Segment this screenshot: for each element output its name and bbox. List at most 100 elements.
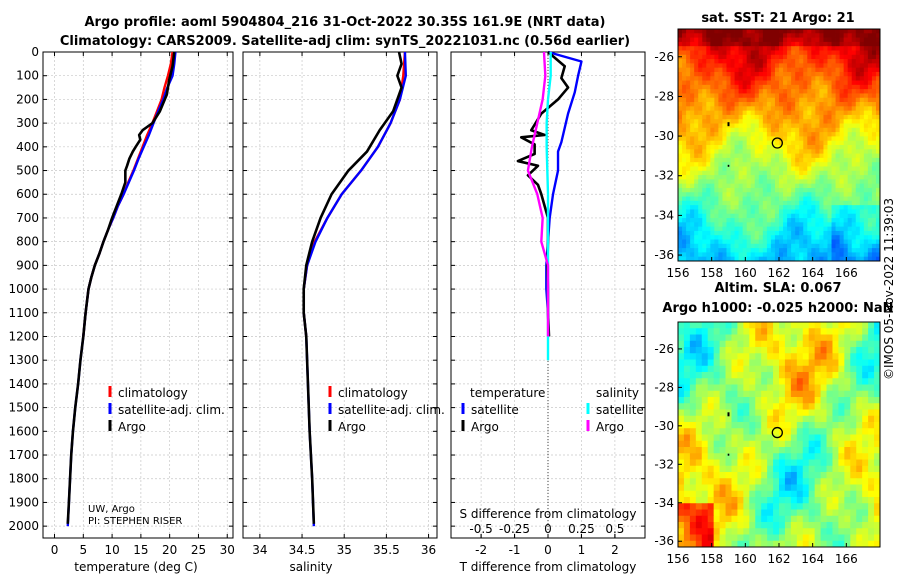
map-cell xyxy=(758,230,764,236)
map-cell xyxy=(730,41,735,47)
legend-label: satellite-adj. clim. xyxy=(118,403,225,417)
map-cell xyxy=(811,89,816,94)
map-cell xyxy=(695,359,703,367)
map-cell xyxy=(694,140,699,146)
map-cell xyxy=(762,209,768,215)
map-cell xyxy=(754,46,760,51)
map-cell xyxy=(799,170,804,176)
map-cell xyxy=(743,490,750,498)
map-cell xyxy=(749,422,756,429)
map-cell xyxy=(863,63,869,69)
map-cell xyxy=(839,97,845,103)
map-cell xyxy=(802,478,810,485)
map-cell xyxy=(755,478,762,485)
map-cell xyxy=(722,59,727,64)
map-cell xyxy=(682,132,687,137)
map-cell xyxy=(863,123,869,129)
s-tick-label: 0.25 xyxy=(568,522,595,536)
map-cell xyxy=(779,218,784,223)
map-cell xyxy=(843,127,849,133)
map-cell xyxy=(847,205,853,210)
map-cell xyxy=(758,110,764,116)
map-cell xyxy=(762,248,768,253)
map-cell xyxy=(734,256,739,262)
map-cell xyxy=(843,33,849,38)
map-cell xyxy=(871,192,877,197)
map-cell xyxy=(678,110,683,116)
map-cell xyxy=(726,80,731,86)
map-cell xyxy=(694,33,699,38)
map-cell xyxy=(871,153,877,159)
map-cell xyxy=(847,63,853,69)
map-cell xyxy=(701,397,709,404)
map-cell xyxy=(774,80,780,86)
map-cell xyxy=(875,252,881,258)
map-cell xyxy=(790,540,798,548)
map-cell xyxy=(784,503,792,510)
map-cell xyxy=(790,515,798,523)
map-cell xyxy=(730,205,735,210)
map-cell xyxy=(803,132,808,137)
map-cell xyxy=(838,334,845,342)
map-cell xyxy=(726,222,731,228)
map-cell xyxy=(847,149,853,154)
map-cell xyxy=(770,222,776,228)
map-cell xyxy=(714,235,719,240)
map-cell xyxy=(850,465,857,473)
map-cell xyxy=(807,235,812,240)
map-cell xyxy=(819,213,824,219)
map-cell xyxy=(755,490,762,498)
map-cell xyxy=(832,422,839,429)
map-cell xyxy=(791,97,796,103)
map-cell xyxy=(844,415,851,423)
map-cell xyxy=(766,157,772,163)
map-cell xyxy=(799,153,804,159)
map-cell xyxy=(758,37,764,43)
map-cell xyxy=(807,252,812,258)
map-cell xyxy=(698,29,703,34)
map-cell xyxy=(791,179,796,185)
map-cell xyxy=(823,123,828,129)
map-cell xyxy=(750,243,756,249)
map-cell xyxy=(714,123,719,129)
map-cell xyxy=(725,347,732,354)
map-cell xyxy=(678,222,683,228)
map-cell xyxy=(701,540,709,548)
map-cell xyxy=(847,46,853,51)
map-cell xyxy=(749,384,756,392)
x-tick-label: 36 xyxy=(421,543,436,557)
map-cell xyxy=(868,334,875,342)
map-cell xyxy=(722,162,727,167)
map-cell xyxy=(713,328,720,335)
map-cell xyxy=(737,434,744,442)
map-cell xyxy=(844,484,851,492)
map-cell xyxy=(678,509,685,517)
map-cell xyxy=(742,136,748,142)
map-cell xyxy=(819,157,824,163)
y-tick-label: 0 xyxy=(31,45,39,59)
map-cell xyxy=(698,252,703,258)
map-cell xyxy=(706,226,711,232)
map-cell xyxy=(749,359,756,367)
map-cell xyxy=(855,170,861,176)
map-cell xyxy=(855,80,861,86)
map-cell xyxy=(678,372,685,379)
map-cell xyxy=(706,256,711,262)
map-cell xyxy=(761,459,768,467)
map-cell xyxy=(714,239,719,245)
map-cell xyxy=(730,37,735,43)
map-cell xyxy=(827,192,832,197)
map-cell xyxy=(678,29,683,34)
map-cell xyxy=(807,132,812,137)
map-cell xyxy=(835,54,840,60)
map-cell xyxy=(826,497,833,504)
map-cell xyxy=(832,415,839,423)
map-cell xyxy=(754,175,760,180)
map-cell xyxy=(875,226,881,232)
map-cell xyxy=(808,515,816,523)
map-cell xyxy=(838,328,845,335)
map-cell xyxy=(819,63,824,69)
map-cell xyxy=(820,365,827,373)
map-cell xyxy=(737,509,744,517)
map-cell xyxy=(843,230,849,236)
